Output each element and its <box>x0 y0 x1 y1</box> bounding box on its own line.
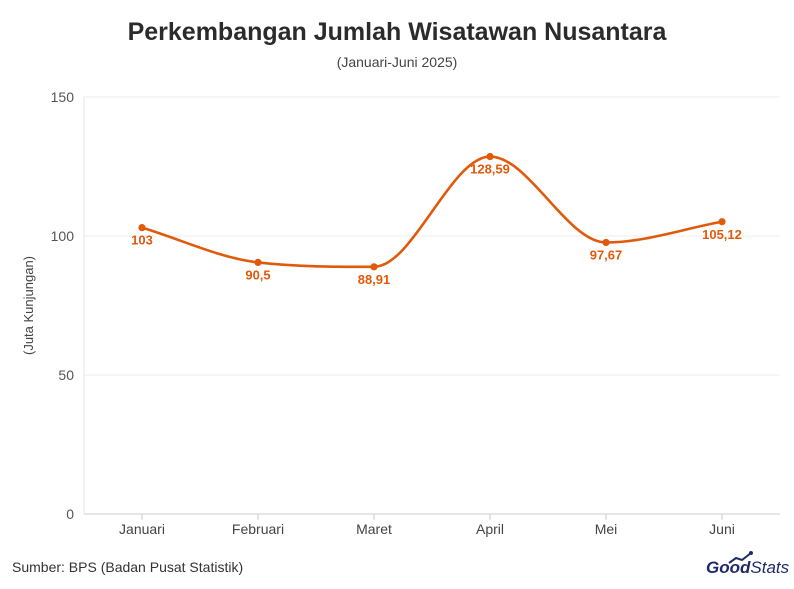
source-note: Sumber: BPS (Badan Pusat Statistik) <box>12 559 244 575</box>
data-point <box>254 258 262 267</box>
data-label: 103 <box>131 233 153 248</box>
data-point <box>138 224 146 232</box>
x-tick-label: Maret <box>356 521 392 537</box>
x-tick-label: Juni <box>709 521 735 537</box>
logo-stats-text: Stats <box>750 558 790 577</box>
goodstats-logo: GoodStats <box>706 551 790 578</box>
data-label: 105,12 <box>702 227 742 242</box>
data-point <box>718 218 726 226</box>
y-tick-label: 100 <box>51 228 75 244</box>
data-point <box>370 263 378 271</box>
data-point <box>602 238 610 247</box>
data-label: 128,59 <box>470 162 510 177</box>
data-label: 97,67 <box>590 247 623 262</box>
data-point <box>486 152 494 161</box>
data-label: 88,91 <box>358 272 391 287</box>
x-tick-label: Februari <box>232 521 284 537</box>
y-tick-label: 0 <box>66 506 74 522</box>
series-line <box>140 155 724 269</box>
data-label: 90,5 <box>245 267 270 282</box>
x-tick-label: Januari <box>119 521 165 537</box>
chart-subtitle: (Januari-Juni 2025) <box>336 54 458 70</box>
y-tick-label: 50 <box>58 367 74 383</box>
x-tick-label: April <box>476 521 504 537</box>
y-tick-label: 150 <box>51 89 75 105</box>
chart-title: Perkembangan Jumlah Wisatawan Nusantara <box>127 18 667 46</box>
y-axis-title: (Juta Kunjungan) <box>21 256 36 355</box>
logo-good-text: Good <box>706 558 751 577</box>
x-tick-label: Mei <box>595 521 618 537</box>
trend-icon <box>728 551 753 564</box>
